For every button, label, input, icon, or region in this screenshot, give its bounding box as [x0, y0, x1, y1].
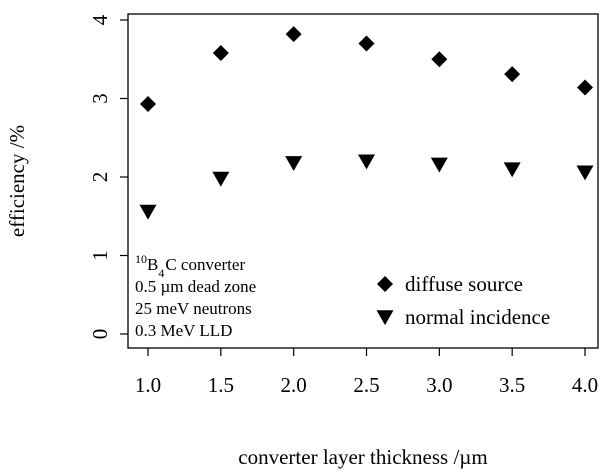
y-tick-label: 0 [88, 329, 112, 340]
y-axis-label: efficiency /% [5, 125, 29, 237]
diffuse-source-point [577, 79, 593, 96]
x-axis: 1.0 1.5 2.0 2.5 3.0 3.5 4.0 [135, 348, 598, 397]
diffuse-source-point [504, 66, 521, 83]
legend-entry-diffuse-source: diffuse source [405, 272, 523, 296]
y-tick-label: 4 [88, 14, 112, 25]
normal-incidence-point [430, 157, 448, 173]
diffuse-source-point [140, 95, 156, 112]
x-axis-label: converter layer thickness /µm [238, 445, 487, 469]
annotation-line-dead-zone: 0.5 µm dead zone [135, 277, 256, 296]
annotation-line-neutrons: 25 meV neutrons [135, 299, 252, 318]
annotation-line-converter: 10B4C converter [135, 252, 245, 280]
normal-incidence-point [576, 165, 594, 181]
x-tick-label: 1.5 [208, 373, 234, 397]
normal-incidence-point [139, 204, 157, 220]
normal-incidence-point [358, 154, 375, 170]
data-points [139, 26, 594, 220]
normal-incidence-point [503, 162, 521, 178]
x-tick-label: 1.0 [135, 373, 161, 397]
diffuse-source-point [431, 51, 448, 68]
plot-frame [127, 13, 599, 349]
legend-marker-triangle [376, 310, 394, 326]
x-tick-label: 4.0 [572, 373, 598, 397]
legend: diffuse source normal incidence [376, 272, 550, 329]
y-tick-label: 2 [88, 172, 112, 183]
y-tick-label: 3 [88, 93, 112, 104]
diffuse-source-point [212, 44, 229, 61]
normal-incidence-point [285, 156, 303, 171]
diffuse-source-point [285, 26, 302, 43]
y-tick-label: 1 [88, 250, 112, 261]
x-tick-label: 3.5 [499, 373, 525, 397]
x-tick-label: 2.5 [353, 373, 379, 397]
y-axis: 0 1 2 3 4 [88, 14, 128, 339]
annotation-line-lld: 0.3 MeV LLD [135, 321, 232, 340]
diffuse-source-point [358, 35, 375, 52]
legend-entry-normal-incidence: normal incidence [405, 305, 550, 329]
normal-incidence-point [212, 171, 230, 187]
annotation: 10B4C converter 0.5 µm dead zone 25 meV … [135, 252, 256, 340]
legend-marker-diamond [377, 276, 393, 292]
x-tick-label: 3.0 [426, 373, 452, 397]
x-tick-label: 2.0 [281, 373, 307, 397]
